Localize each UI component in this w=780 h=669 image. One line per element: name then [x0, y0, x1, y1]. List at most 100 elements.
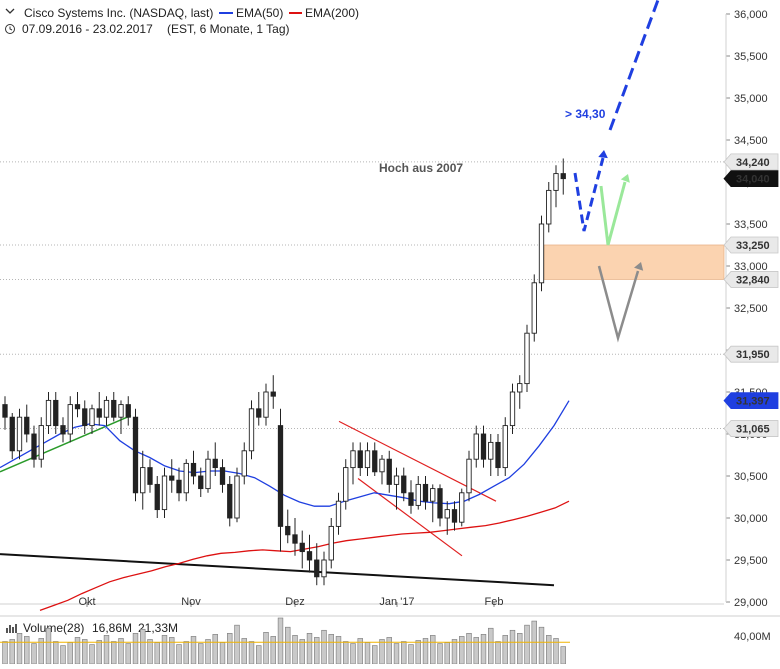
support-zone-rect	[543, 244, 725, 280]
candle-33	[241, 442, 247, 485]
volume-avg: 21,33M	[138, 621, 178, 635]
candle-body-9	[67, 404, 73, 435]
volume-bar-1	[9, 639, 15, 665]
candle-body-61	[444, 509, 450, 519]
candle-body-35	[256, 408, 262, 418]
candle-66	[480, 425, 487, 468]
trendlines	[0, 414, 555, 587]
volume-bar-53	[386, 637, 392, 665]
candle-body-11	[82, 408, 88, 427]
volume-bar-69	[502, 635, 508, 665]
candle-28	[205, 450, 211, 493]
volume-bar-18	[132, 633, 139, 665]
volume-bar-35	[256, 645, 262, 665]
volume-bar-59	[430, 635, 436, 665]
annotation-target: > 34,30	[565, 107, 606, 121]
date-range: 07.09.2016 - 23.02.2017	[22, 22, 153, 36]
candle-body-74	[538, 223, 545, 284]
volume-bar-19	[140, 628, 146, 665]
y-tick-label-8: 33,000	[734, 261, 768, 273]
candle-body-76	[553, 173, 559, 191]
level-label-6: 31,065	[723, 420, 779, 437]
gray-projection-arrowhead	[634, 262, 644, 271]
ema200-line	[39, 500, 570, 612]
level-label-text-4: 31,950	[736, 349, 770, 361]
level-label-bg-6	[723, 420, 779, 437]
annotation-high-2007: Hoch aus 2007	[379, 161, 463, 175]
level-label-text-1: 34,040	[736, 174, 770, 186]
candle-5	[38, 417, 44, 468]
candle-body-13	[96, 408, 102, 418]
x-axis: Okt Nov Dez Jan '17 Feb	[0, 596, 724, 608]
candle-62	[451, 501, 458, 531]
projection-arrows	[573, 0, 660, 343]
chart-header: Cisco Systems Inc. (NASDAQ, last) EMA(50…	[5, 6, 359, 36]
volume-bar-44	[321, 629, 327, 665]
level-label-text-6: 31,065	[736, 424, 770, 436]
volume-bar-14	[103, 635, 110, 665]
volume-bar-21	[154, 642, 160, 665]
volume-bar-56	[408, 644, 414, 665]
gridlines	[0, 161, 724, 430]
candle-body-52	[379, 458, 385, 473]
volume-bar-40	[292, 635, 298, 665]
volume-bar-67	[488, 627, 494, 665]
candle-20	[147, 459, 153, 493]
candle-11	[82, 400, 88, 434]
collapse-icon[interactable]	[5, 8, 15, 14]
candle-body-42	[306, 551, 313, 561]
candle-27	[198, 467, 204, 497]
y-tick-label-0: 29,000	[734, 597, 768, 609]
candle-9	[67, 396, 73, 443]
level-label-text-5: 31,397	[736, 396, 770, 408]
candle-body-57	[415, 483, 421, 506]
level-label-3: 32,840	[723, 271, 779, 288]
x-tick-label-0: Okt	[78, 596, 95, 608]
candle-67	[488, 434, 494, 476]
volume-bar-26	[190, 636, 197, 665]
candle-72	[524, 324, 530, 392]
candle-4	[31, 425, 37, 468]
candle-body-73	[531, 282, 537, 334]
volume-bar-72	[524, 624, 530, 665]
x-tick-label-4: Feb	[485, 596, 504, 608]
level-label-text-2: 33,250	[736, 240, 770, 252]
support-zone	[0, 244, 725, 280]
volume-bars	[0, 617, 570, 665]
candle-body-45	[328, 525, 334, 561]
candle-40	[292, 518, 298, 556]
candle-73	[531, 274, 537, 342]
y-tick-label-2: 30,000	[734, 513, 768, 525]
volume-bar-31	[227, 633, 233, 665]
candle-19	[140, 450, 146, 510]
candle-body-71	[517, 383, 523, 393]
candle-body-55	[401, 475, 407, 494]
volume-bar-29	[212, 634, 218, 665]
volume-bar-41	[299, 639, 305, 665]
candle-71	[517, 375, 523, 409]
volume-bar-8	[60, 645, 66, 665]
level-label-bg-1	[723, 170, 779, 188]
candle-body-34	[248, 408, 255, 452]
level-label-5: 31,397	[723, 392, 779, 410]
candle-15	[111, 392, 117, 422]
volume-bar-43	[314, 637, 320, 665]
level-label-bg-5	[723, 392, 779, 410]
candle-body-25	[183, 462, 189, 494]
candle-body-36	[263, 391, 269, 418]
candle-body-40	[292, 534, 298, 544]
volume-bar-74	[538, 626, 545, 665]
volume-bar-66	[480, 634, 487, 665]
candle-body-65	[473, 433, 479, 460]
candle-47	[343, 459, 349, 510]
level-label-bg-2	[723, 236, 779, 254]
chart-settings: (EST, 6 Monate, 1 Tag)	[167, 22, 290, 36]
candle-body-33	[241, 450, 247, 477]
candle-body-10	[74, 404, 81, 410]
candle-46	[335, 492, 342, 535]
y-tick-label-13: 35,500	[734, 51, 768, 63]
candle-61	[444, 501, 450, 535]
candle-body-70	[509, 391, 516, 427]
candle-body-24	[176, 479, 182, 494]
y-axis: 29,00029,50030,00030,50031,00031,50032,0…	[725, 9, 768, 609]
